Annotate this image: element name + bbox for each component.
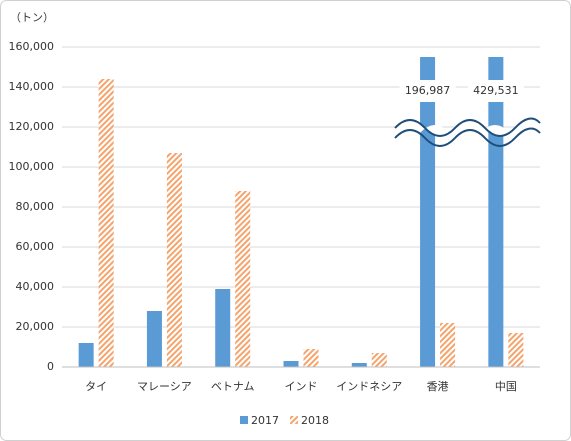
axis-break xyxy=(390,117,541,147)
bar xyxy=(215,289,231,367)
y-tick-label: 120,000 xyxy=(9,120,55,133)
y-tick-label: 0 xyxy=(47,360,54,373)
value-label-box xyxy=(399,80,456,102)
y-tick-label: 160,000 xyxy=(9,40,55,53)
x-tick-label: タイ xyxy=(85,380,107,393)
y-tick-label: 80,000 xyxy=(16,200,55,213)
bar xyxy=(351,363,367,367)
bar xyxy=(78,343,94,367)
y-axis-unit: （トン） xyxy=(10,11,54,24)
y-tick-label: 60,000 xyxy=(16,240,55,253)
legend-swatch xyxy=(240,416,248,424)
y-tick-label: 20,000 xyxy=(16,320,55,333)
bar xyxy=(146,311,162,367)
legend-label: 2017 xyxy=(251,414,279,427)
value-label: 429,531 xyxy=(473,84,519,97)
value-label-box xyxy=(467,80,524,102)
x-tick-label: ベトナム xyxy=(211,380,255,393)
bar xyxy=(166,153,182,367)
legend-swatch xyxy=(290,416,298,424)
bar xyxy=(235,191,251,367)
x-tick-label: インドネシア xyxy=(336,380,402,393)
y-tick-label: 40,000 xyxy=(16,280,55,293)
x-tick-label: 香港 xyxy=(427,380,449,393)
bar xyxy=(303,349,319,367)
value-label: 196,987 xyxy=(405,84,451,97)
bar xyxy=(420,57,436,367)
y-tick-label: 140,000 xyxy=(9,80,55,93)
bar xyxy=(98,79,114,367)
bar xyxy=(371,353,387,367)
bar xyxy=(440,323,456,367)
x-tick-label: インド xyxy=(285,380,318,393)
x-tick-label: 中国 xyxy=(495,380,517,393)
bar xyxy=(283,361,299,367)
bar xyxy=(508,333,524,367)
x-tick-label: マレーシア xyxy=(137,380,192,393)
y-tick-label: 100,000 xyxy=(9,160,55,173)
legend-label: 2018 xyxy=(301,414,329,427)
